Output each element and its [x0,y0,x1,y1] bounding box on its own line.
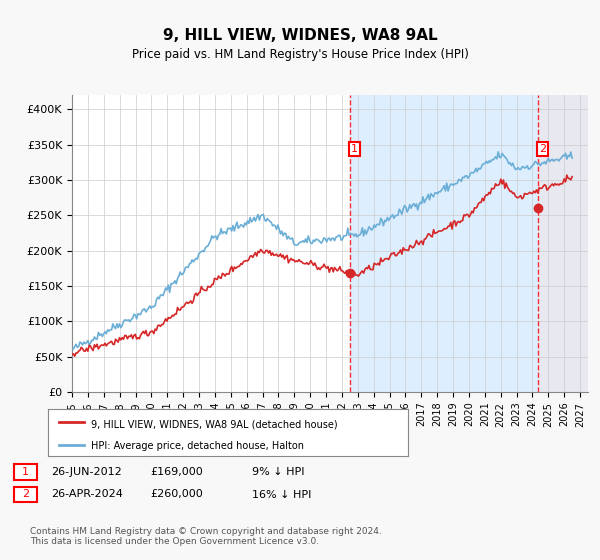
Text: HPI: Average price, detached house, Halton: HPI: Average price, detached house, Halt… [91,441,304,451]
Text: 9, HILL VIEW, WIDNES, WA8 9AL: 9, HILL VIEW, WIDNES, WA8 9AL [163,28,437,43]
Text: 16% ↓ HPI: 16% ↓ HPI [252,489,311,500]
Text: Contains HM Land Registry data © Crown copyright and database right 2024.
This d: Contains HM Land Registry data © Crown c… [30,526,382,546]
Bar [538,95,588,392]
Text: 9% ↓ HPI: 9% ↓ HPI [252,467,305,477]
Text: 1: 1 [351,144,358,154]
Text: £169,000: £169,000 [150,467,203,477]
Text: 26-JUN-2012: 26-JUN-2012 [51,467,122,477]
Text: 26-APR-2024: 26-APR-2024 [51,489,123,500]
Text: Price paid vs. HM Land Registry's House Price Index (HPI): Price paid vs. HM Land Registry's House … [131,48,469,60]
Text: 2: 2 [539,144,546,154]
Text: £260,000: £260,000 [150,489,203,500]
Text: 1: 1 [22,467,29,477]
Bar [350,95,538,392]
Text: 2: 2 [22,489,29,500]
Text: 9, HILL VIEW, WIDNES, WA8 9AL (detached house): 9, HILL VIEW, WIDNES, WA8 9AL (detached … [91,419,338,429]
